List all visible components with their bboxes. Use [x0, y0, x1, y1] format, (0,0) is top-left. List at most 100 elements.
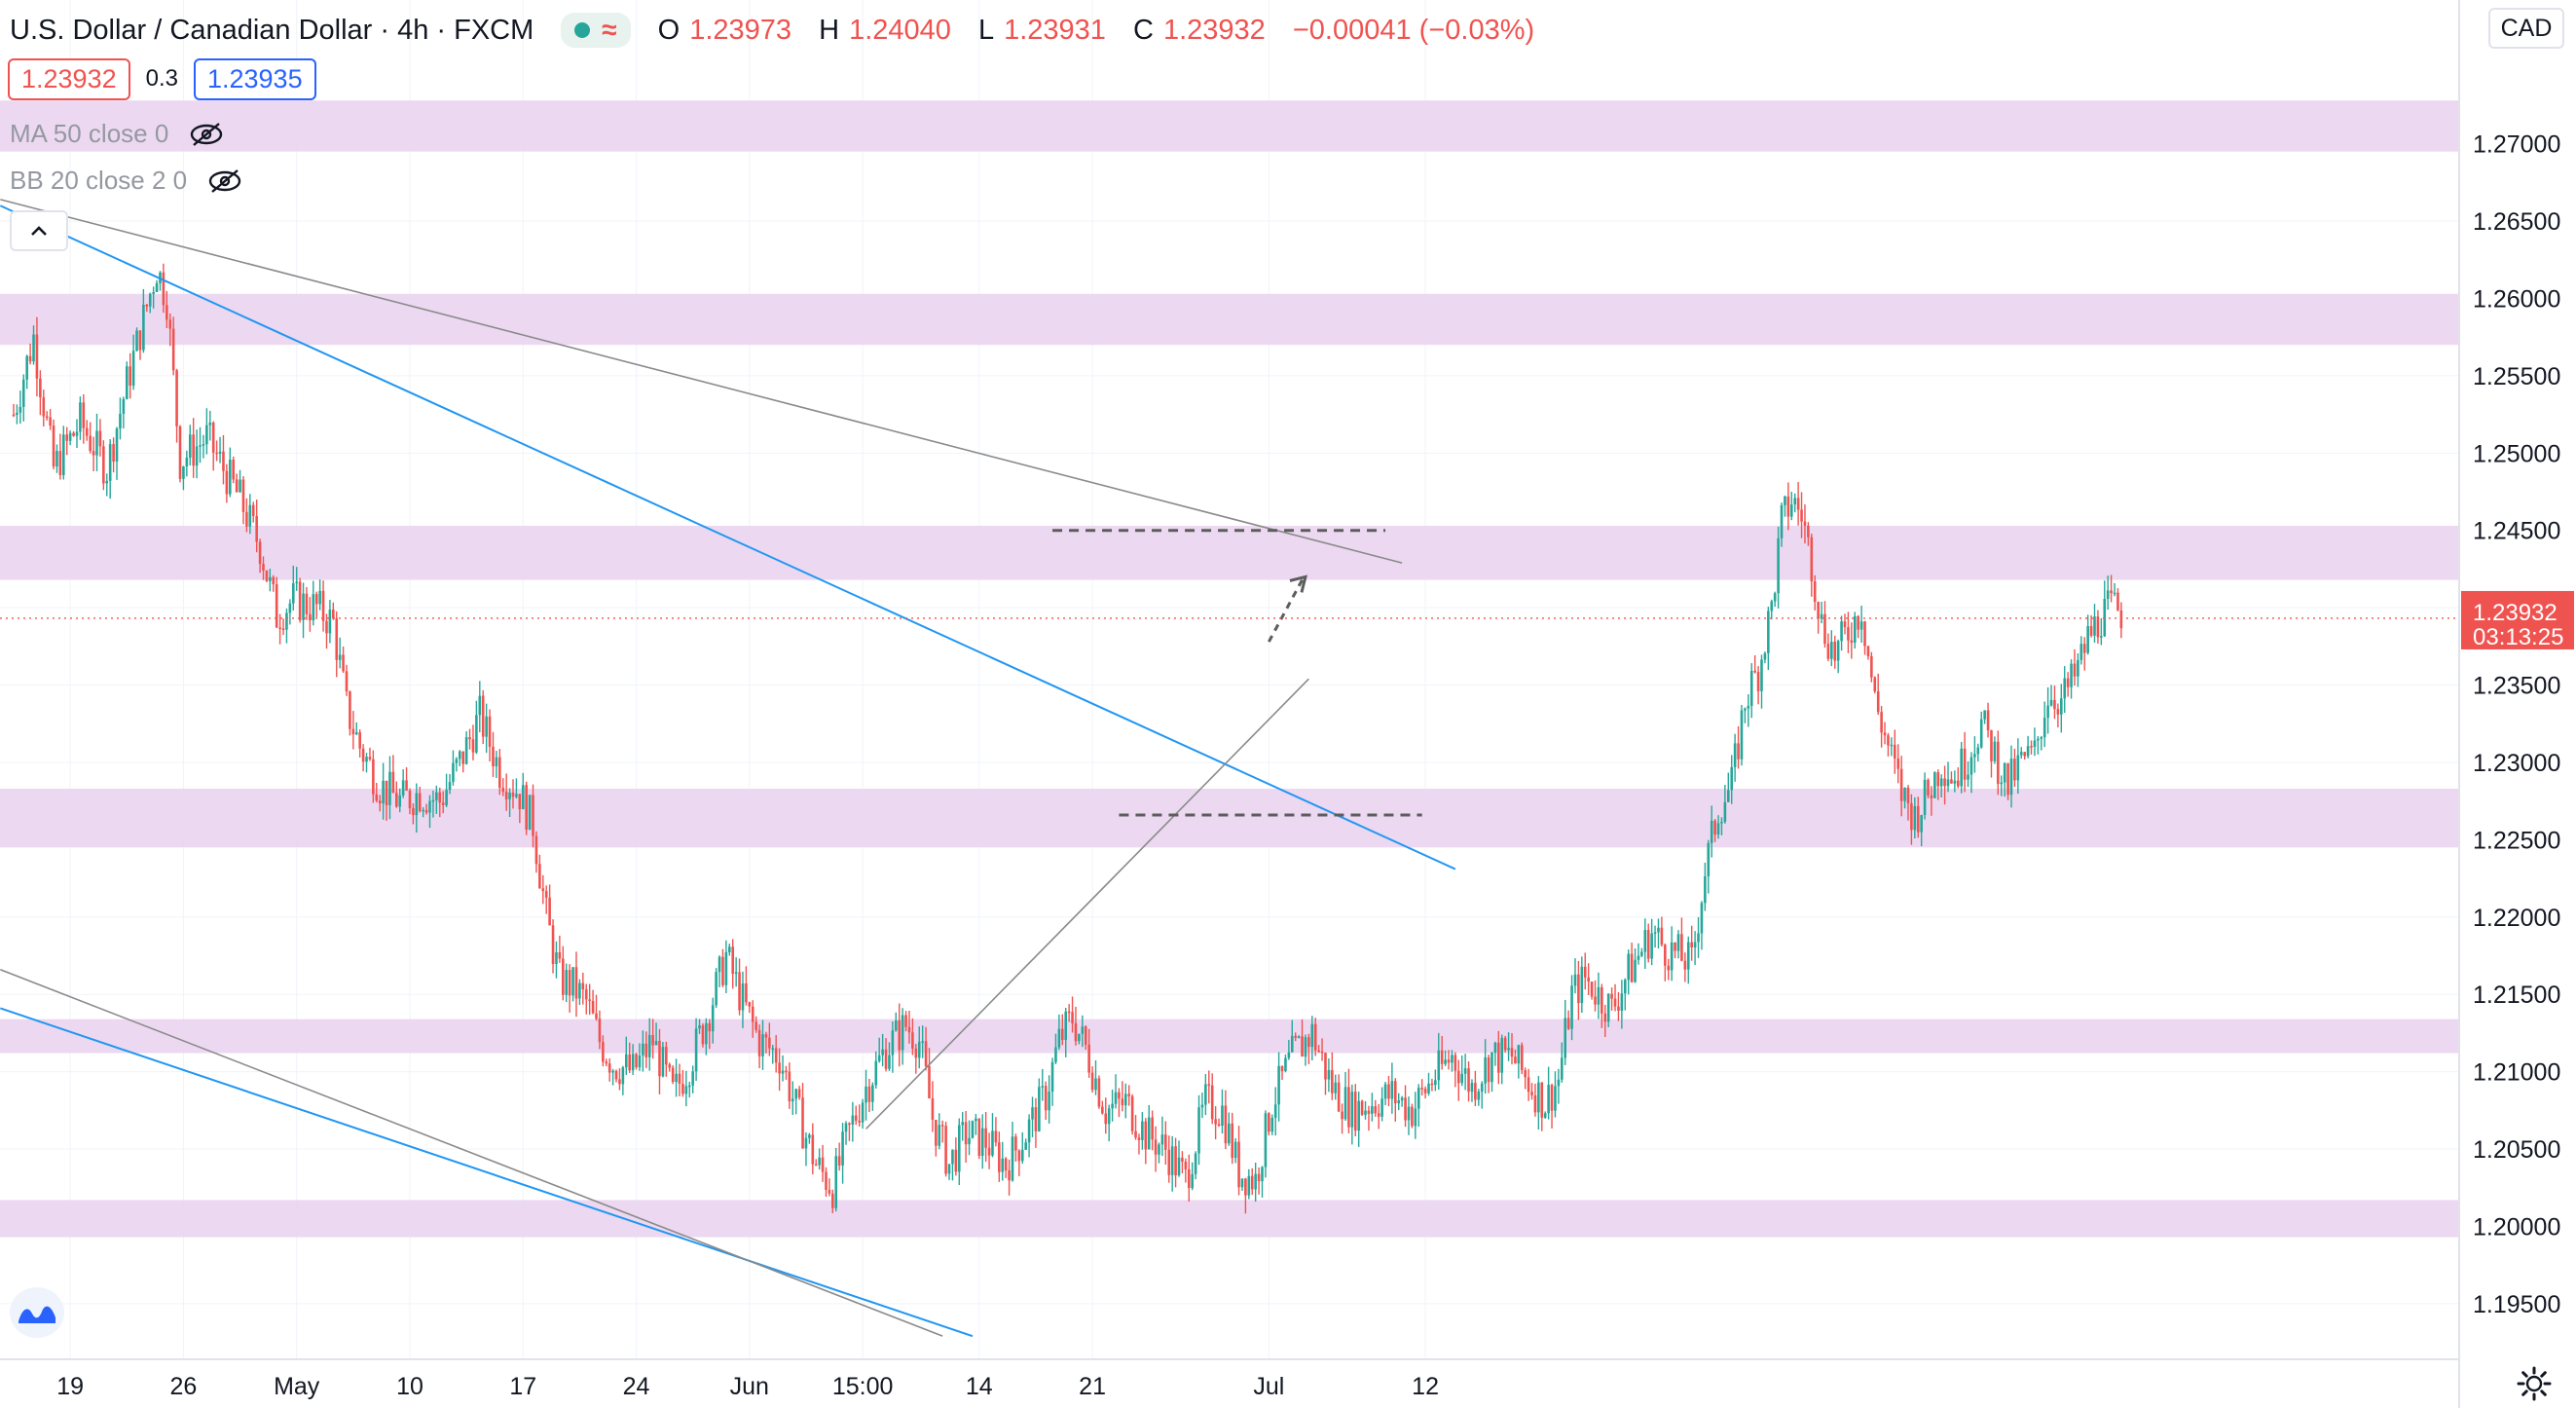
candle-body	[105, 480, 109, 484]
candle-body	[888, 1055, 891, 1069]
candle-body	[1530, 1092, 1533, 1095]
candle-body	[1710, 820, 1713, 843]
candle-body	[408, 790, 412, 809]
candle-body	[1214, 1119, 1217, 1125]
candle-body	[89, 435, 92, 452]
price-tick-label: 1.26500	[2473, 208, 2560, 236]
eye-hidden-icon[interactable]	[188, 122, 225, 147]
candle-body	[1467, 1068, 1470, 1093]
candle-body	[342, 654, 345, 672]
candle-body	[122, 398, 126, 414]
candle-body	[1294, 1035, 1297, 1038]
candle-body	[1041, 1086, 1045, 1088]
candle-body	[701, 1025, 705, 1045]
candle-body	[891, 1030, 895, 1056]
candle-body	[1674, 942, 1676, 951]
candle-body	[1594, 996, 1597, 1005]
candle-body	[395, 793, 398, 807]
candle-body	[665, 1047, 668, 1065]
candle-body	[1313, 1023, 1317, 1051]
candle-body	[661, 1047, 665, 1077]
candle-body	[1078, 1033, 1081, 1042]
candle-body	[1297, 1036, 1301, 1038]
settings-gear-icon[interactable]	[2516, 1365, 2553, 1402]
candle-body	[338, 654, 342, 660]
candle-body	[501, 788, 505, 793]
indicator-bb[interactable]: BB 20 close 2 0	[10, 166, 243, 196]
indicator-ma[interactable]: MA 50 close 0	[10, 119, 225, 149]
candle-body	[1350, 1092, 1354, 1128]
candle-body	[924, 1041, 928, 1066]
buy-price-button[interactable]: 1.23935	[193, 57, 316, 100]
candle-body	[1447, 1059, 1451, 1063]
candle-body	[39, 378, 42, 398]
candle-body	[1597, 986, 1601, 1005]
candle-body	[1753, 670, 1756, 673]
candle-body	[884, 1049, 888, 1069]
candle-body	[382, 780, 385, 804]
candle-body	[2066, 678, 2070, 687]
candle-body	[968, 1137, 971, 1145]
candle-body	[1777, 537, 1780, 594]
candle-body	[1997, 741, 2000, 784]
candle-body	[1154, 1139, 1158, 1155]
candle-body	[1020, 1149, 1024, 1162]
candle-body	[1760, 659, 1763, 691]
candle-body	[1540, 1082, 1544, 1118]
candle-body	[1210, 1085, 1214, 1120]
candle-body	[544, 891, 548, 898]
candle-body	[2089, 625, 2093, 636]
candle-body	[1001, 1158, 1005, 1172]
time-axis[interactable]: 19 26 May 10 17 24 Jun 15:00 14 21 Jul 12	[0, 1358, 2459, 1400]
candle-body	[1973, 754, 1976, 758]
eye-hidden-icon[interactable]	[206, 168, 243, 194]
gray-trendline	[0, 199, 1403, 564]
candle-body	[1693, 942, 1697, 948]
symbol-title[interactable]: U.S. Dollar / Canadian Dollar · 4h · FXC…	[10, 14, 534, 46]
price-tick-label: 1.19500	[2473, 1291, 2560, 1318]
tradingview-logo[interactable]	[10, 1287, 64, 1338]
candle-body	[1407, 1106, 1411, 1121]
candle-body	[95, 430, 98, 456]
candle-body	[129, 366, 131, 386]
candle-body	[791, 1098, 794, 1102]
candle-body	[1620, 993, 1624, 1012]
candle-body	[405, 780, 408, 791]
candle-body	[82, 402, 86, 428]
candle-body	[2070, 663, 2073, 687]
candle-body	[668, 1064, 672, 1068]
price-axis[interactable]: 1.19500 1.20000 1.20500 1.21000 1.21500 1.220…	[2458, 0, 2560, 1408]
candle-body	[258, 541, 262, 565]
gray-lower-channel	[0, 969, 943, 1337]
candle-body	[901, 1015, 904, 1051]
currency-button[interactable]: CAD	[2488, 8, 2564, 49]
market-status[interactable]: ≈	[561, 13, 631, 48]
candle-body	[25, 355, 28, 380]
candle-body	[971, 1121, 975, 1138]
candle-body	[32, 334, 35, 362]
candle-body	[55, 451, 58, 467]
candle-body	[312, 594, 315, 621]
candle-body	[1341, 1111, 1343, 1120]
collapse-legend-button[interactable]	[10, 210, 68, 251]
candle-body	[498, 757, 501, 789]
candle-body	[1231, 1123, 1234, 1159]
candle-body	[354, 732, 358, 735]
candle-body	[1204, 1084, 1207, 1105]
candle-body	[1158, 1144, 1160, 1155]
candle-body	[1440, 1050, 1444, 1064]
candle-body	[1427, 1083, 1430, 1093]
sell-price-button[interactable]: 1.23932	[8, 57, 130, 100]
candle-body	[269, 576, 272, 581]
indicator-bb-label: BB 20 close 2 0	[10, 166, 188, 195]
candle-body	[1873, 677, 1877, 692]
candle-body	[957, 1125, 961, 1172]
candle-body	[1820, 613, 1823, 619]
candle-body	[1667, 965, 1671, 971]
candle-body	[1460, 1073, 1463, 1084]
candle-body	[131, 351, 135, 386]
candle-body	[245, 511, 248, 527]
candle-body	[1733, 743, 1737, 767]
candle-body	[785, 1070, 788, 1073]
